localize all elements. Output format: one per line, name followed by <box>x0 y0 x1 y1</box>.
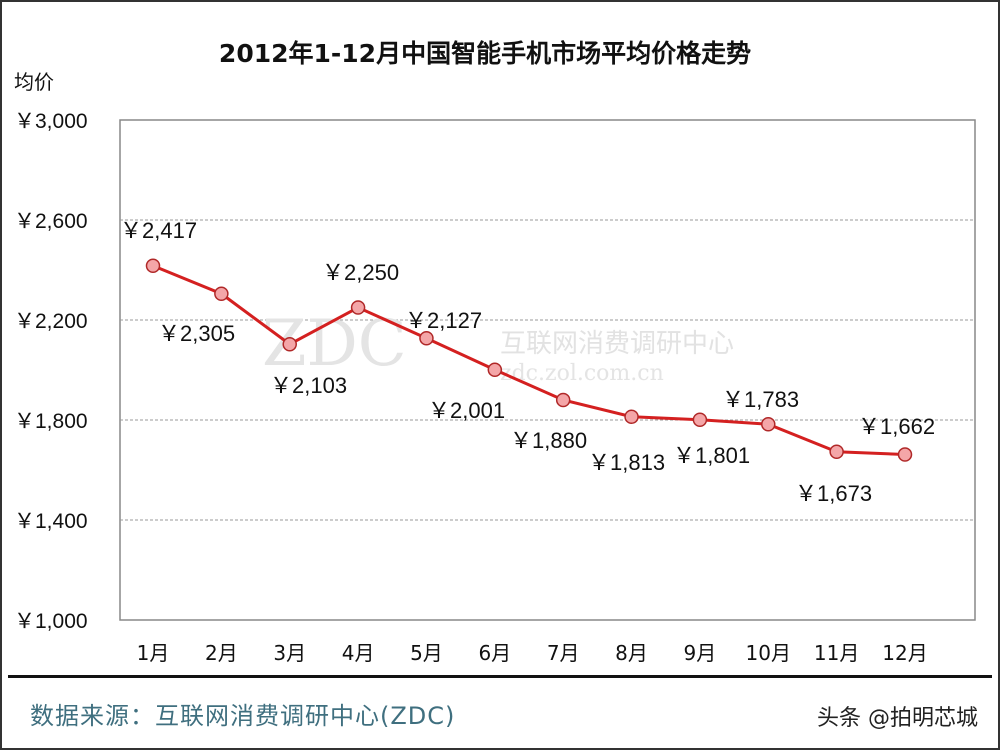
x-tick-label: 12月 <box>882 641 927 665</box>
series-line <box>152 264 906 456</box>
data-point <box>145 258 161 273</box>
y-tick-label: ￥1,800 <box>14 410 88 433</box>
watermark-name: 互联网消费调研中心 <box>500 329 734 359</box>
x-tick-label: 7月 <box>547 641 580 665</box>
data-label: ￥2,417 <box>120 218 197 243</box>
data-source: 数据来源：互联网消费调研中心(ZDC) <box>30 702 456 730</box>
x-tick-label: 4月 <box>342 641 375 665</box>
data-label: ￥2,305 <box>158 321 235 346</box>
data-label: ￥1,880 <box>510 428 587 453</box>
data-label: ￥1,673 <box>795 481 872 506</box>
x-tick-label: 11月 <box>814 641 859 665</box>
data-point <box>214 286 229 301</box>
y-tick-label: ￥2,200 <box>14 310 88 333</box>
chart-title: 2012年1-12月中国智能手机市场平均价格走势 <box>218 39 752 68</box>
data-point <box>487 362 503 377</box>
plot-area <box>119 119 976 621</box>
watermark-url: zdc.zol.com.cn <box>500 361 664 386</box>
data-label: ￥2,103 <box>270 373 347 398</box>
data-point <box>829 444 844 459</box>
x-tick-label: 1月 <box>137 641 170 665</box>
credit-text: 头条 @拍明芯城 <box>817 706 978 731</box>
x-tick-label: 5月 <box>410 641 443 665</box>
data-label: ￥1,813 <box>588 450 665 475</box>
data-label: ￥1,783 <box>722 387 799 412</box>
y-axis-label: 均价 <box>14 70 54 94</box>
data-point <box>761 417 776 432</box>
x-tick-label: 8月 <box>615 641 648 665</box>
data-label: ￥1,801 <box>673 443 750 468</box>
x-tick-label: 9月 <box>684 641 717 665</box>
data-label: ￥2,001 <box>428 398 505 423</box>
data-point <box>692 412 708 427</box>
data-label: ￥1,662 <box>858 414 935 439</box>
x-tick-label: 10月 <box>746 641 791 665</box>
data-point <box>419 331 434 346</box>
y-tick-label: ￥2,600 <box>14 210 88 233</box>
data-label: ￥2,250 <box>322 260 399 285</box>
data-point <box>555 392 571 408</box>
data-point <box>897 447 913 462</box>
x-tick-label: 3月 <box>273 641 306 665</box>
y-tick-label: ￥1,000 <box>14 610 88 633</box>
data-point <box>282 337 297 352</box>
data-point <box>624 409 639 424</box>
data-point <box>350 300 366 315</box>
x-tick-label: 6月 <box>478 641 511 665</box>
footer-divider <box>8 675 992 678</box>
y-tick-label: ￥1,400 <box>14 510 88 533</box>
data-label: ￥2,127 <box>405 308 482 333</box>
y-tick-label: ￥3,000 <box>14 110 88 133</box>
x-tick-label: 2月 <box>205 641 238 665</box>
